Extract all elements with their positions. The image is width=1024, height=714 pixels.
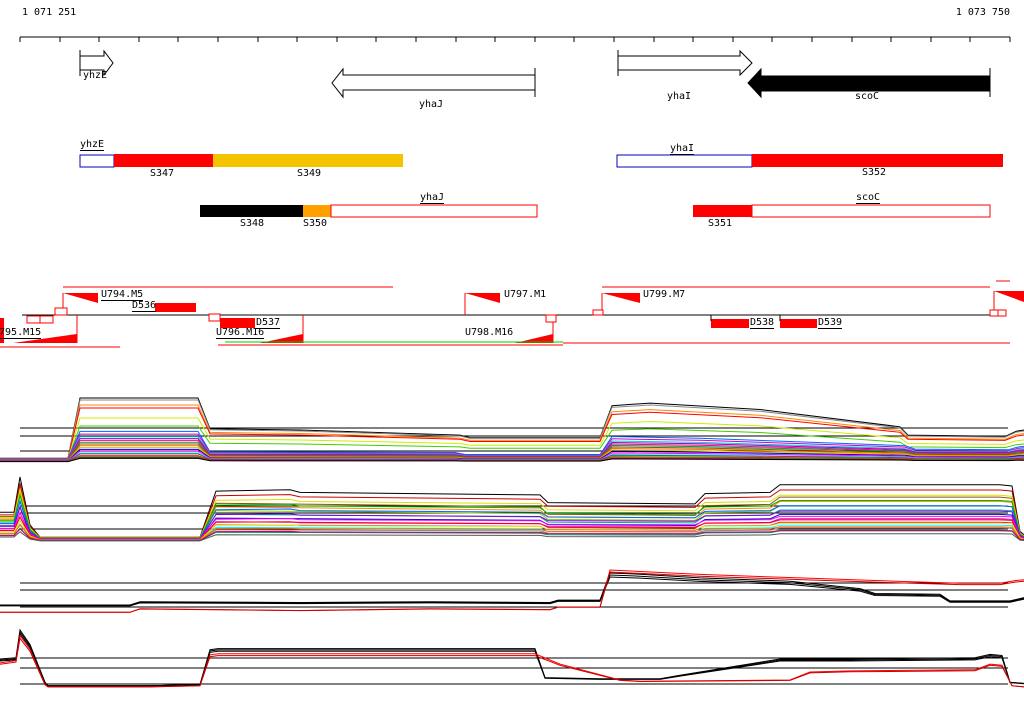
segment-label-S348: S348 <box>240 218 265 229</box>
expression-panel-4-reverse-summary-trace <box>0 632 1024 687</box>
pennant-U795 <box>13 334 77 343</box>
segment-S352 <box>752 154 1003 167</box>
probe-bar-D537 <box>220 318 255 328</box>
pennant-edge-right <box>994 291 1024 302</box>
probe-label-U795-M15: U795.M15 <box>0 328 42 339</box>
segment-S350 <box>303 205 331 217</box>
segment-gene-label-yhaI: yhaI <box>670 143 695 155</box>
probe-label-D539: D539 <box>818 317 843 329</box>
expression-panel-2-reverse-all-conditions-trace <box>0 524 1024 541</box>
expression-panel-3-forward-summary-trace <box>0 569 1024 613</box>
segment-gene-label-scoC: scoC <box>856 192 881 204</box>
probe-label-D537: D537 <box>256 317 281 329</box>
expression-panel-2-reverse-all-conditions-trace <box>0 520 1024 541</box>
gene-box-yhaJ <box>330 204 538 218</box>
probe-outline-box-8 <box>997 309 1007 317</box>
probe-left-edge-block <box>0 318 4 343</box>
segment-gene-label-yhzE: yhzE <box>80 139 105 151</box>
gene-arrow-label-yhaJ: yhaJ <box>419 99 444 110</box>
expression-panel-2-reverse-all-conditions-trace <box>0 528 1024 541</box>
gene-arrow-yhaJ <box>331 67 536 99</box>
probe-bar-D538 <box>711 319 749 328</box>
segment-label-S349: S349 <box>297 168 322 179</box>
expression-panel-4-reverse-summary-trace <box>0 637 1024 688</box>
expression-panel-1-forward-all-conditions-trace <box>0 399 1024 459</box>
expression-panel-2-reverse-all-conditions-trace <box>0 505 1024 540</box>
probe-outline-box-2 <box>26 315 41 324</box>
probe-label-D538: D538 <box>750 317 775 329</box>
gene-arrow-label-scoC: scoC <box>855 91 880 102</box>
probe-bar-D536 <box>155 303 196 312</box>
probe-outline-box-1 <box>54 307 68 316</box>
probe-outline-box-4 <box>208 313 221 322</box>
segment-gene-label-yhaJ: yhaJ <box>420 192 445 204</box>
ruler-start-coordinate: 1 071 251 <box>22 7 77 18</box>
segment-label-S350: S350 <box>303 218 328 229</box>
pennant-U797 <box>465 293 500 303</box>
probe-outline-box-5 <box>545 314 557 323</box>
probe-label-U798-M16: U798.M16 <box>465 327 514 338</box>
segment-label-S347: S347 <box>150 168 175 179</box>
expression-panel-1-forward-all-conditions-trace <box>0 407 1024 460</box>
gene-arrow-label-yhaI: yhaI <box>667 91 692 102</box>
segment-S349 <box>213 154 403 167</box>
expression-panel-3-forward-summary-trace <box>0 572 1024 606</box>
expression-panel-1-forward-all-conditions-trace <box>0 417 1024 460</box>
ruler-end-coordinate: 1 073 750 <box>955 7 1010 18</box>
gene-box-scoC <box>751 204 991 218</box>
probe-label-U796-M16: U796.M16 <box>216 327 265 339</box>
probe-bar-D539 <box>780 319 817 328</box>
expression-panel-2-reverse-all-conditions-trace <box>0 531 1024 542</box>
probe-outline-box-7 <box>989 309 999 317</box>
segment-S348 <box>200 205 303 217</box>
pennant-U799 <box>602 293 640 303</box>
gene-arrow-yhaI <box>617 49 753 77</box>
probe-label-U794-M5: U794.M5 <box>101 289 144 301</box>
probe-outline-box-3 <box>39 315 54 324</box>
expression-panel-2-reverse-all-conditions-trace <box>0 515 1024 541</box>
gene-arrow-yhzE <box>79 49 114 77</box>
gene-arrow-label-yhzE: yhzE <box>83 70 108 81</box>
pennant-U798 <box>515 334 553 343</box>
expression-panel-2-reverse-all-conditions-trace <box>0 499 1024 540</box>
expression-panel-3-forward-summary-trace <box>0 574 1024 606</box>
gene-box-yhaI <box>616 154 753 168</box>
segment-label-S351: S351 <box>708 218 733 229</box>
segment-label-S352: S352 <box>862 167 887 178</box>
expression-panel-1-forward-all-conditions-trace <box>0 425 1024 461</box>
segment-S347 <box>114 154 213 167</box>
gene-box-yhzE <box>79 154 115 168</box>
probe-label-D536: D536 <box>132 300 157 312</box>
pennant-U796 <box>260 334 303 343</box>
probe-label-U799-M7: U799.M7 <box>643 289 686 300</box>
expression-panel-1-forward-all-conditions-trace <box>0 457 1024 463</box>
pennant-U794 <box>63 293 98 303</box>
probe-outline-box-6 <box>592 309 604 316</box>
expression-panel-3-forward-summary-trace <box>0 576 1024 607</box>
segment-S351 <box>693 205 752 217</box>
expression-panel-3-forward-summary-trace <box>0 571 1024 613</box>
probe-label-U797-M1: U797.M1 <box>504 289 547 300</box>
gene-arrow-scoC <box>747 67 991 99</box>
